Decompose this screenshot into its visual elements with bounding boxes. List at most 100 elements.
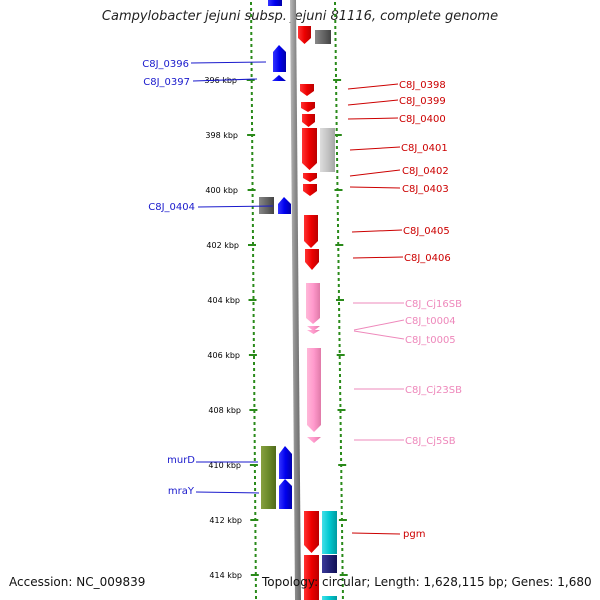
track-dot: [253, 446, 256, 449]
track-dot: [250, 8, 253, 11]
track-dot: [341, 578, 344, 581]
gene-C8J_Cj5SB[interactable]: [307, 437, 321, 443]
track-dot: [337, 254, 340, 257]
genome-summary-text: Topology: circular; Length: 1,628,115 bp…: [262, 575, 592, 589]
gene-C8J_0397[interactable]: [272, 75, 286, 81]
ruler-tick: [338, 519, 347, 521]
gene-label[interactable]: C8J_Cj16SB: [405, 299, 462, 310]
gene-block: [322, 596, 337, 600]
gene-block: [320, 128, 335, 172]
gene-label[interactable]: C8J_Cj5SB: [405, 436, 456, 447]
track-dot: [336, 206, 339, 209]
track-dot: [251, 128, 254, 131]
track-dot: [251, 116, 253, 119]
track-dot: [253, 386, 256, 389]
gene-C8J_t0004[interactable]: [307, 326, 320, 331]
ruler-label: 414 kbp: [209, 571, 242, 580]
gene-C8J_0400[interactable]: [302, 114, 315, 127]
gene-label[interactable]: C8J_t0005: [405, 335, 456, 346]
gene-murD[interactable]: [279, 446, 292, 479]
gene-pgm[interactable]: [304, 511, 319, 553]
gene-C8J_Cj23SB[interactable]: [307, 348, 321, 432]
track-dot: [253, 458, 256, 461]
track-dot: [334, 50, 337, 53]
gene-label[interactable]: C8J_0400: [399, 114, 446, 125]
track-dot: [335, 116, 338, 119]
track-dot: [252, 278, 255, 281]
ruler-label: 412 kbp: [209, 516, 242, 525]
track-dot: [251, 152, 254, 155]
gene-label[interactable]: C8J_t0004: [405, 316, 456, 327]
track-dot: [334, 8, 337, 11]
gene-C8J_0401[interactable]: [302, 128, 317, 170]
track-dot: [335, 104, 338, 107]
track-dot: [335, 80, 338, 83]
track-dot: [338, 368, 341, 371]
track-dot: [251, 218, 254, 221]
gene-label[interactable]: C8J_0402: [402, 166, 449, 177]
track-dot: [253, 398, 256, 401]
track-dot: [251, 158, 254, 161]
track-dot: [254, 506, 257, 509]
gene-label[interactable]: C8J_0401: [401, 143, 448, 154]
track-dot: [251, 200, 254, 203]
track-dot: [337, 224, 339, 227]
gene-C8J_0406[interactable]: [305, 249, 319, 270]
track-dot: [251, 182, 254, 185]
ruler-tick: [246, 79, 255, 81]
track-dot: [251, 164, 254, 167]
track-dot: [340, 488, 343, 491]
track-dot: [254, 548, 257, 551]
track-dot: [337, 230, 340, 233]
track-dot: [335, 140, 338, 143]
gene-C8J_0405[interactable]: [304, 215, 318, 248]
gene-label[interactable]: murD: [167, 455, 195, 466]
track-dot: [253, 440, 256, 443]
gene-label[interactable]: mraY: [168, 486, 195, 497]
track-dot: [251, 146, 254, 149]
gene-label[interactable]: C8J_0399: [399, 96, 446, 107]
gene-C8J_0404[interactable]: [278, 197, 291, 214]
gene-label[interactable]: C8J_0405: [403, 226, 450, 237]
gene-mraY[interactable]: [279, 479, 292, 509]
gene-C8J_0396[interactable]: [273, 45, 286, 72]
track-dot: [254, 488, 257, 491]
gene-label[interactable]: C8J_0404: [148, 202, 195, 213]
track-dot: [251, 176, 254, 179]
gene-C8J_Cj16SB[interactable]: [306, 283, 320, 324]
track-dot: [252, 242, 254, 245]
gene-label[interactable]: C8J_Cj23SB: [405, 385, 462, 396]
gene-label[interactable]: C8J_0396: [142, 59, 189, 70]
gene-label[interactable]: C8J_0403: [402, 184, 449, 195]
ruler-tick: [250, 519, 259, 521]
gene-label[interactable]: C8J_0397: [143, 77, 190, 88]
ruler-tick: [339, 574, 348, 576]
track-dot: [339, 374, 341, 377]
track-dot: [251, 224, 254, 227]
track-dot: [252, 332, 255, 335]
track-dot: [340, 476, 343, 479]
gene-label[interactable]: pgm: [403, 529, 425, 540]
track-dot: [253, 470, 256, 473]
gene-C8J_0399[interactable]: [301, 102, 315, 112]
track-dot: [341, 560, 344, 563]
track-dot: [337, 236, 340, 239]
gene-C8J_t0005[interactable]: [307, 330, 320, 334]
gene-label[interactable]: C8J_0406: [404, 253, 451, 264]
track-dot: [337, 296, 340, 299]
ruler-tick: [249, 409, 258, 411]
track-dot: [337, 290, 340, 293]
gene-label[interactable]: C8J_0398: [399, 80, 446, 91]
track-dot: [334, 26, 337, 29]
gene-C8J_0402[interactable]: [303, 173, 317, 182]
track-dot: [253, 380, 256, 383]
track-dot: [335, 86, 338, 89]
gene-C8J_0398[interactable]: [300, 84, 314, 96]
track-dot: [336, 218, 339, 221]
track-dot: [255, 596, 257, 599]
track-dot: [341, 536, 344, 539]
track-dot: [334, 62, 337, 65]
gene-C8J_0403[interactable]: [303, 184, 317, 196]
track-dot: [335, 74, 337, 77]
track-dot: [337, 248, 340, 251]
